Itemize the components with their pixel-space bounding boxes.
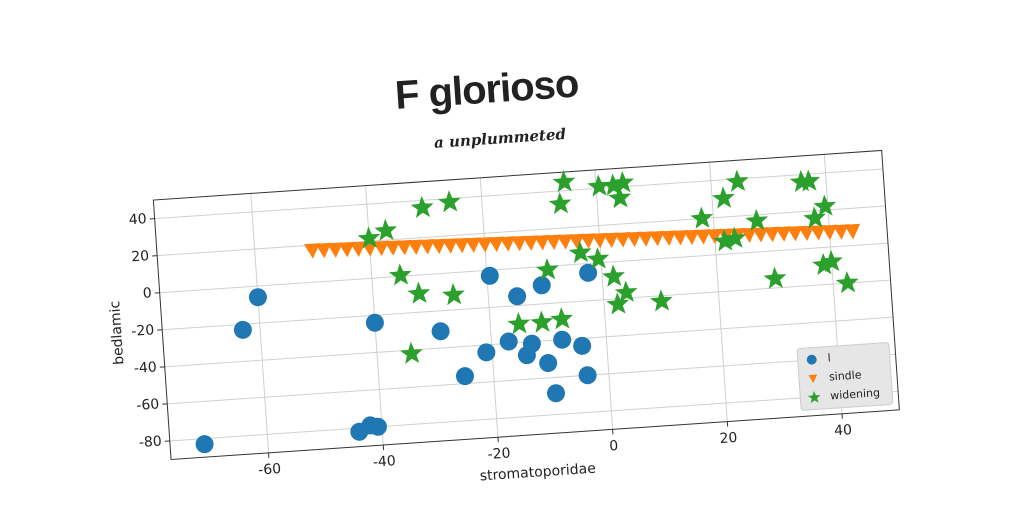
y-tick-label: -80 [138, 434, 162, 452]
y-tick-label: -40 [133, 359, 157, 377]
x-tick-label: -60 [258, 461, 282, 479]
x-tick-label: 20 [719, 430, 738, 447]
x-tick-label: -20 [487, 445, 511, 463]
x-tick-label: 40 [834, 422, 853, 439]
y-tick-label: -20 [131, 322, 155, 340]
y-tick-label: -60 [136, 396, 160, 414]
y-tick-label: 40 [128, 211, 147, 228]
x-tick-label: 0 [609, 438, 619, 455]
legend-label: sindle [829, 368, 863, 383]
y-tick-label: 20 [131, 248, 150, 265]
x-tick-label: -40 [372, 453, 396, 471]
y-tick-label: 0 [142, 285, 152, 302]
